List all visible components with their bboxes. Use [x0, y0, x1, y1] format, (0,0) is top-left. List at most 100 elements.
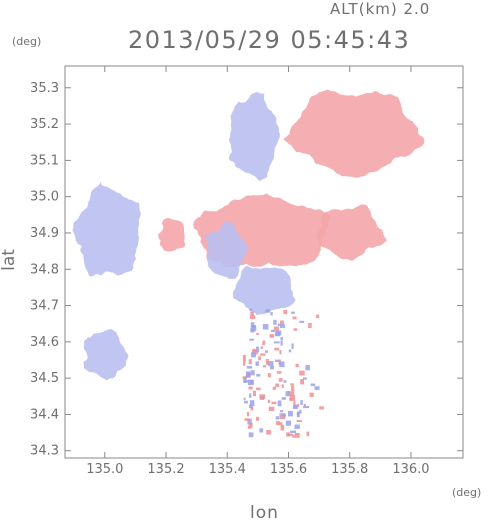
speckle-echo: [250, 370, 255, 376]
speckle-echo: [283, 310, 288, 315]
speckle-echo: [256, 387, 261, 391]
speckle-echo: [279, 410, 284, 413]
echo-region-negative: [230, 90, 281, 180]
speckle-echo: [269, 365, 274, 370]
speckle-echo: [319, 406, 324, 410]
y-axis-unit: (deg): [12, 35, 42, 48]
speckle-echo: [249, 405, 253, 408]
speckle-echo: [296, 411, 300, 418]
speckle-echo: [262, 340, 266, 345]
altitude-label: ALT(km) 2.0: [330, 0, 431, 18]
speckle-echo: [281, 397, 286, 400]
speckle-echo: [316, 314, 320, 319]
x-axis-ticks: 135.0 135.2 135.4 135.6 135.8 136.0: [86, 66, 430, 477]
speckle-echo: [289, 397, 292, 401]
speckle-echo: [279, 361, 285, 368]
x-axis-label: lon: [250, 503, 279, 523]
speckle-echo: [266, 430, 271, 435]
speckle-echo: [258, 356, 262, 361]
speckle-echo: [274, 331, 280, 337]
speckle-echo: [267, 373, 271, 378]
speckle-echo: [262, 324, 269, 330]
speckle-echo: [249, 393, 252, 398]
speckle-echo: [267, 399, 271, 404]
speckle-echo: [314, 386, 320, 390]
echo-region-negative: [231, 266, 295, 316]
speckle-echo: [306, 431, 310, 437]
speckle-echo: [290, 430, 297, 434]
y-tick-label: 34.9: [30, 226, 59, 241]
speckle-echo: [248, 359, 252, 365]
speckle-echo: [294, 433, 300, 438]
speckle-echo: [280, 424, 285, 431]
speckle-echoes: [242, 308, 324, 438]
speckle-echo: [262, 365, 266, 368]
speckle-echo: [274, 326, 279, 331]
speckle-echo: [250, 322, 255, 328]
speckle-echo: [243, 397, 246, 400]
speckle-echo: [276, 421, 280, 426]
speckle-echo: [256, 373, 261, 377]
speckle-echo: [246, 411, 249, 417]
speckle-echo: [243, 359, 246, 366]
speckle-echo: [291, 343, 294, 349]
speckle-echo: [292, 316, 297, 320]
speckle-echo: [296, 420, 302, 423]
speckle-echo: [250, 311, 254, 316]
speckle-echo: [288, 391, 295, 396]
speckle-echo: [247, 418, 252, 425]
speckle-echo: [273, 341, 280, 344]
y-tick-label: 34.3: [30, 444, 59, 459]
speckle-echo: [283, 380, 287, 383]
speckle-echo: [278, 422, 283, 426]
speckle-echo: [276, 371, 282, 374]
speckle-echo: [295, 363, 299, 368]
speckle-echo: [269, 334, 274, 338]
speckle-echo: [294, 424, 300, 429]
speckle-echo: [272, 386, 277, 390]
speckle-echo: [265, 359, 269, 365]
speckle-echo: [290, 383, 294, 386]
speckle-echo: [255, 416, 259, 421]
x-tick-label: 135.6: [270, 462, 307, 477]
speckle-echo: [300, 379, 304, 385]
speckle-echo: [305, 365, 310, 371]
speckle-echo: [300, 400, 303, 405]
timestamp-title: 2013/05/29 05:45:43: [128, 26, 411, 54]
echo-region-negative: [83, 330, 129, 381]
speckle-echo: [292, 434, 295, 438]
speckle-echo: [253, 390, 256, 397]
speckle-echo: [244, 400, 248, 404]
y-tick-label: 34.6: [30, 335, 59, 350]
x-axis-unit: (deg): [452, 486, 482, 499]
speckle-echo: [291, 385, 295, 392]
speckle-echo: [249, 308, 253, 311]
speckle-echo: [249, 338, 254, 341]
x-tick-label: 135.2: [147, 462, 184, 477]
speckle-echo: [270, 312, 273, 316]
x-tick-label: 136.0: [392, 462, 429, 477]
speckle-echo: [281, 384, 284, 389]
speckle-echo: [277, 400, 282, 407]
speckle-echo: [250, 352, 256, 358]
speckle-echo: [244, 418, 250, 421]
speckle-echo: [275, 416, 280, 420]
y-tick-label: 35.2: [30, 117, 59, 132]
y-tick-label: 35.3: [30, 81, 59, 96]
speckle-echo: [243, 377, 247, 383]
speckle-echo: [303, 406, 310, 409]
echo-region-positive: [156, 219, 186, 254]
echo-region-negative: [73, 183, 142, 276]
speckle-echo: [256, 346, 260, 353]
speckle-echo: [271, 401, 277, 405]
speckle-echo: [246, 366, 253, 369]
echo-region-positive: [315, 205, 385, 261]
speckle-echo: [242, 354, 246, 361]
speckle-echo: [260, 346, 263, 349]
y-tick-label: 34.7: [30, 299, 59, 314]
speckle-echo: [249, 422, 253, 429]
speckle-echo: [308, 322, 312, 329]
speckle-echo: [249, 400, 255, 407]
speckle-echo: [286, 432, 290, 437]
